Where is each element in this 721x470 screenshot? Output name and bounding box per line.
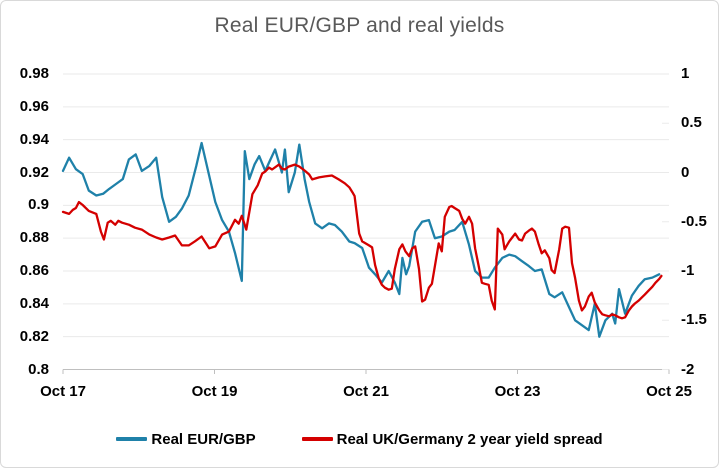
y-axis-left-tick-label: 0.82 bbox=[19, 327, 49, 345]
x-axis-tick-label: Oct 23 bbox=[494, 383, 541, 400]
x-axis-tick-label: Oct 25 bbox=[646, 383, 692, 400]
y-axis-left-tick-label: 0.8 bbox=[28, 360, 49, 378]
y-axis-left-tick-label: 0.84 bbox=[19, 294, 49, 312]
y-axis-right-tick-label: -2 bbox=[681, 360, 695, 378]
y-axis-right-tick-label: -1.5 bbox=[681, 311, 707, 329]
legend: Real EUR/GBP Real UK/Germany 2 year yield… bbox=[1, 428, 718, 450]
y-axis-left-tick-label: 0.98 bbox=[19, 65, 49, 82]
legend-item-real-uk-germany-spread: Real UK/Germany 2 year yield spread bbox=[301, 430, 603, 448]
y-axis-left-tick-label: 0.94 bbox=[19, 130, 49, 148]
x-axis-tick-label: Oct 19 bbox=[191, 383, 238, 400]
x-axis-tick-label: Oct 17 bbox=[40, 383, 86, 400]
x-axis-tick-label: Oct 21 bbox=[343, 383, 389, 400]
chart-title: Real EUR/GBP and real yields bbox=[214, 14, 505, 37]
legend-swatch-line bbox=[301, 437, 333, 441]
y-axis-left-tick-label: 0.88 bbox=[19, 229, 49, 247]
y-axis-left-tick-label: 0.9 bbox=[28, 196, 49, 214]
y-axis-left-tick-label: 0.86 bbox=[19, 262, 49, 279]
y-axis-right-tick-label: -1 bbox=[681, 262, 695, 279]
legend-swatch-line bbox=[116, 437, 148, 441]
y-axis-right-tick-label: 0 bbox=[681, 163, 690, 181]
y-axis-right-tick-label: -0.5 bbox=[681, 212, 707, 230]
y-axis-left-tick-label: 0.92 bbox=[19, 163, 49, 181]
legend-item-label: Real EUR/GBP bbox=[151, 430, 256, 448]
y-axis-left-tick-label: 0.96 bbox=[19, 97, 49, 115]
y-axis-right-tick-label: 0.5 bbox=[681, 114, 702, 132]
legend-item-real-eur-gbp: Real EUR/GBP bbox=[116, 430, 256, 448]
y-axis-right-tick-label: 1 bbox=[681, 65, 690, 82]
legend-item-label: Real UK/Germany 2 year yield spread bbox=[336, 430, 603, 448]
series-line-real-eur-gbp bbox=[61, 141, 661, 338]
series-line-real-uk-germany-spread bbox=[61, 163, 663, 320]
